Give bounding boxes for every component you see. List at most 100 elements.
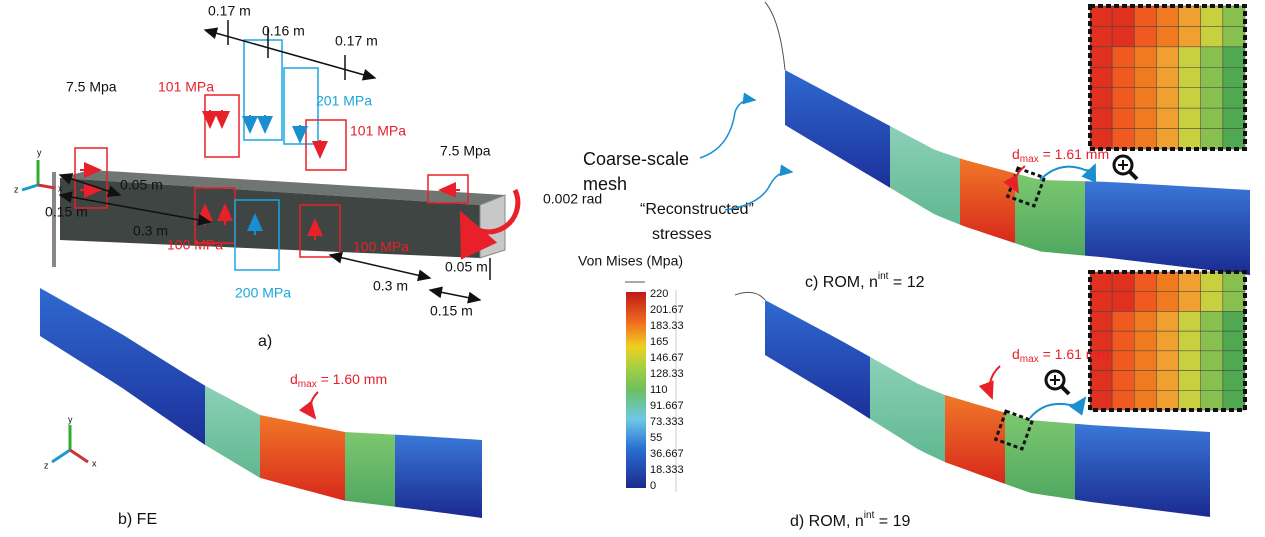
colorbar-tick-label: 128.33: [650, 368, 684, 380]
annotation: Coarse-scale: [583, 149, 689, 169]
colorbar-tick-label: 110: [650, 384, 668, 396]
inset-cell: [1156, 108, 1178, 128]
load-label: 7.5 Mpa: [66, 79, 117, 95]
inset-cell: [1112, 351, 1134, 371]
inset-cell: [1156, 26, 1178, 46]
inset-cell: [1134, 390, 1156, 410]
dimension-label: 0.17 m: [335, 33, 378, 49]
inset-cell: [1223, 311, 1245, 331]
dmax-label: dmax = 1.61 mm: [1012, 146, 1109, 165]
inset-cell: [1179, 272, 1201, 292]
inset-cell: [1201, 292, 1223, 312]
inset-cell: [1179, 47, 1201, 67]
inset-cell: [1223, 331, 1245, 351]
inset-cell: [1090, 67, 1112, 87]
inset-cell: [1156, 129, 1178, 149]
inset-cell: [1179, 292, 1201, 312]
colorbar-ramp: [626, 292, 646, 488]
inset-cell: [1223, 371, 1245, 391]
axis-triad: y z x: [44, 414, 97, 470]
inset-cell: [1134, 311, 1156, 331]
inset-cell: [1201, 47, 1223, 67]
inset-cell: [1179, 88, 1201, 108]
inset-cell: [1201, 272, 1223, 292]
figure: y z x 0.17 m 0.16 m 0.17 m 0.05 m 0.15 m…: [0, 0, 1265, 537]
inset-cell: [1112, 292, 1134, 312]
inset-cell: [1201, 67, 1223, 87]
inset-cell: [1112, 108, 1134, 128]
panel-a: y z x 0.17 m 0.16 m 0.17 m 0.05 m 0.15 m…: [14, 3, 602, 351]
inset-cell: [1223, 292, 1245, 312]
inset-cell: [1156, 390, 1178, 410]
inset-cell: [1134, 371, 1156, 391]
dimension-label: 0.05 m: [120, 177, 163, 193]
triad-label: y: [37, 147, 42, 157]
inset-cell: [1134, 108, 1156, 128]
inset-cell: [1090, 272, 1112, 292]
inset-cell: [1112, 371, 1134, 391]
beam-segment: [205, 386, 260, 478]
inset-cell: [1090, 108, 1112, 128]
beam-segment: [785, 70, 890, 188]
inset-cell: [1223, 6, 1245, 26]
dimension-label: 0.17 m: [208, 3, 251, 19]
triad-label: x: [92, 458, 97, 468]
colorbar-tick-label: 146.67: [650, 352, 684, 364]
inset-cell: [1179, 311, 1201, 331]
beam-segment: [395, 435, 482, 518]
inset-cell: [1156, 272, 1178, 292]
inset-cell: [1134, 6, 1156, 26]
triad-label: z: [44, 460, 49, 470]
inset-cell: [1223, 129, 1245, 149]
dmax-value: = 1.60 mm: [317, 371, 387, 387]
inset-cell: [1090, 292, 1112, 312]
inset-cell: [1134, 272, 1156, 292]
triad-label: z: [14, 184, 19, 194]
panel-label: a): [258, 333, 272, 350]
inset-cell: [1223, 272, 1245, 292]
inset-cell: [1223, 26, 1245, 46]
beam-segment: [345, 432, 395, 507]
panel-label-superscript: int: [878, 271, 889, 282]
inset-cell: [1112, 311, 1134, 331]
inset-cell: [1201, 108, 1223, 128]
beam-segment: [890, 126, 960, 225]
inset-cell: [1134, 292, 1156, 312]
inset-cell: [1112, 331, 1134, 351]
colorbar-tick-label: 55: [650, 432, 662, 444]
inset-cell: [1201, 331, 1223, 351]
inset-cell: [1179, 371, 1201, 391]
dimension-label: 0.3 m: [373, 278, 408, 294]
beam-segment: [40, 288, 205, 445]
leader-line: [765, 2, 785, 70]
colorbar-tick-label: 165: [650, 336, 668, 348]
colorbar-tick-label: 36.667: [650, 448, 684, 460]
inset-cell: [1201, 311, 1223, 331]
dimension-lines: [60, 20, 490, 300]
dmax-symbol: d: [290, 371, 298, 387]
load-label: 100 MPa: [353, 239, 409, 255]
inset-cell: [1156, 371, 1178, 391]
inset-cell: [1134, 26, 1156, 46]
load-label: 7.5 Mpa: [440, 143, 491, 159]
zoom-icon: [1061, 386, 1069, 394]
leader-line: [735, 292, 765, 300]
inset-cell: [1134, 47, 1156, 67]
inset-cell: [1201, 390, 1223, 410]
colorbar-tick-label: 220: [650, 288, 668, 300]
inset-cell: [1090, 26, 1112, 46]
inset-cell: [1201, 6, 1223, 26]
dmax-value: = 1.61 mm: [1039, 146, 1109, 162]
dmax-symbol: d: [1012, 346, 1020, 362]
inset-cell: [1223, 351, 1245, 371]
dmax-value: = 1.61 mm: [1039, 346, 1109, 362]
inset-cell: [1201, 351, 1223, 371]
inset-cell: [1223, 67, 1245, 87]
load-label: 101 MPa: [158, 79, 214, 95]
inset-cell: [1156, 331, 1178, 351]
dimension-label: 0.16 m: [262, 23, 305, 39]
inset-cell: [1156, 351, 1178, 371]
colorbar-tick-label: 183.33: [650, 320, 684, 332]
inset-cell: [1090, 6, 1112, 26]
inset-cell: [1223, 390, 1245, 410]
